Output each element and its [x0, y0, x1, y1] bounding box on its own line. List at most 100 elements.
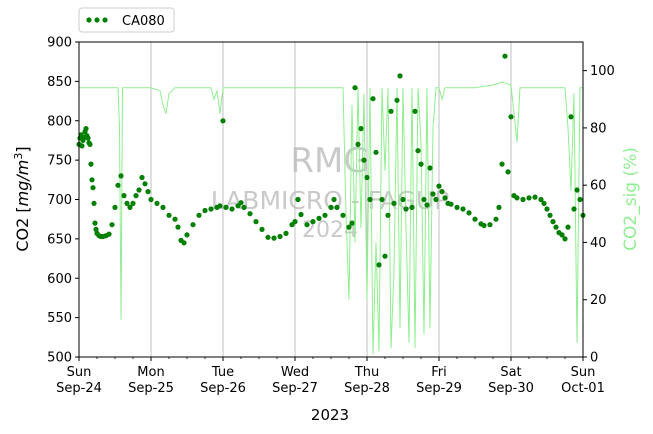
ca080-point — [448, 201, 454, 207]
x-tick-label: Wed — [281, 365, 309, 380]
ca080-point — [202, 207, 208, 214]
ca080-point — [298, 211, 304, 218]
ca080-point — [565, 224, 571, 230]
ca080-point — [454, 204, 460, 210]
ca080-point — [196, 212, 202, 218]
ca080-point — [430, 191, 436, 197]
ca080-point — [409, 204, 415, 210]
x-tick-label: Sep-30 — [488, 381, 534, 396]
ca080-point — [433, 196, 439, 203]
ca080-point — [487, 222, 493, 228]
y2-tick-label: 80 — [590, 121, 607, 136]
y-axis-right: 0 20 40 60 80 100 — [583, 64, 615, 366]
ca080-point — [328, 204, 334, 210]
ca080-point — [481, 222, 487, 229]
ca080-point — [220, 118, 226, 124]
ca080-point — [373, 149, 379, 155]
ca080-point — [93, 226, 99, 232]
x-tick-label: Sun — [67, 365, 92, 380]
ca080-point — [83, 126, 89, 132]
ca080-point — [400, 196, 406, 203]
ca080-point — [310, 219, 316, 225]
y-tick-label: 850 — [47, 75, 72, 90]
legend: CA080 — [78, 7, 175, 33]
ca080-point — [292, 219, 298, 225]
ca080-point — [121, 193, 127, 199]
ca080-point — [544, 206, 550, 212]
ca080-point — [92, 220, 98, 226]
ca080-point — [370, 96, 376, 102]
ca080-point — [574, 187, 580, 193]
ca080-series — [76, 53, 586, 268]
ca080-point — [499, 161, 505, 167]
ca080-point — [283, 230, 289, 236]
ca080-point — [253, 219, 259, 225]
y2-tick-label: 60 — [590, 179, 607, 194]
ca080-point — [346, 224, 352, 230]
y2-tick-label: 40 — [590, 236, 607, 251]
ca080-point — [247, 211, 253, 217]
y2-tick-label: 0 — [590, 351, 598, 366]
ca080-point — [118, 173, 124, 179]
ca080-point — [460, 206, 466, 212]
ca080-point — [493, 216, 499, 222]
legend-marker — [86, 17, 92, 23]
ca080-point — [415, 148, 421, 154]
ca080-point — [388, 108, 394, 114]
ca080-point — [526, 195, 532, 201]
ca080-point — [295, 196, 301, 203]
ca080-point — [466, 210, 472, 216]
ca080-point — [238, 200, 244, 206]
ca080-point — [217, 203, 223, 209]
ca080-point — [106, 231, 112, 237]
x-tick-label: Sep-24 — [56, 381, 102, 396]
ca080-point — [112, 204, 118, 210]
legend-box — [78, 7, 175, 33]
x-tick-label: Oct-01 — [561, 381, 605, 396]
ca080-point — [550, 219, 556, 225]
ca080-point — [175, 224, 181, 230]
ca080-point — [241, 204, 247, 210]
ca080-point — [472, 216, 478, 222]
ca080-point — [541, 200, 547, 206]
ca080-point — [502, 53, 508, 59]
watermark-line-1: RMG — [290, 141, 369, 181]
x-tick-label: Sun — [571, 365, 596, 380]
ca080-point — [208, 206, 214, 212]
ca080-point — [352, 85, 358, 91]
ca080-point — [424, 202, 430, 208]
y-tick-label: 550 — [47, 311, 72, 326]
ca080-point — [427, 165, 433, 171]
ca080-point — [505, 169, 511, 175]
ca080-point — [397, 73, 403, 79]
legend-label: CA080 — [122, 14, 165, 29]
x-tick-label: Sep-27 — [272, 381, 318, 396]
ca080-point — [90, 185, 96, 191]
y-axis-label: CO2 [mg/m3] — [12, 146, 33, 251]
ca080-point — [571, 206, 577, 212]
ca080-point — [184, 232, 190, 238]
ca080-point — [331, 196, 337, 203]
ca080-point — [139, 174, 145, 181]
ca080-point — [553, 224, 559, 230]
ca080-point — [130, 200, 136, 206]
ca080-point — [355, 141, 361, 147]
y-tick-label: 650 — [47, 232, 72, 247]
ca080-point — [85, 135, 91, 141]
ca080-point — [133, 193, 139, 199]
y2-tick-label: 20 — [590, 293, 607, 308]
ca080-point — [532, 194, 538, 200]
y2-axis-label: CO2_sig (%) — [621, 147, 641, 251]
x-tick-label: Sep-26 — [200, 381, 246, 396]
ca080-point — [115, 182, 121, 188]
ca080-point — [160, 204, 166, 210]
x-tick-label: Fri — [431, 365, 447, 380]
ca080-point — [436, 183, 442, 189]
ca080-point — [87, 141, 93, 147]
ca080-point — [88, 161, 94, 167]
ca080-point — [340, 212, 346, 218]
ca080-point — [145, 189, 151, 195]
ca080-point — [562, 236, 568, 242]
x-tick-label: Sat — [500, 365, 521, 380]
